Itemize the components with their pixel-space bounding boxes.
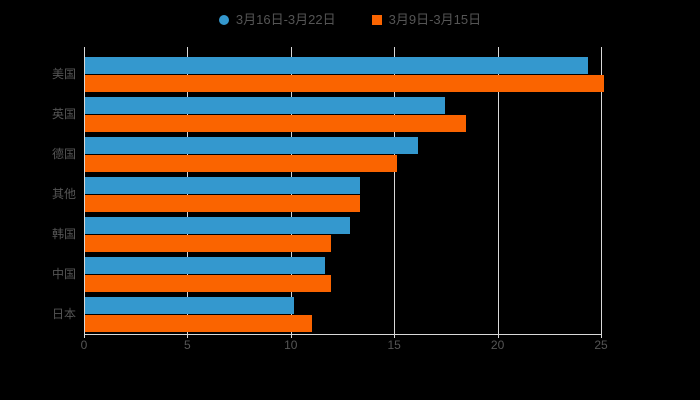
x-tick-label: 0: [80, 338, 88, 352]
chart-legend: 3月16日-3月22日 3月9日-3月15日: [0, 8, 700, 32]
x-tick-mark: [394, 334, 396, 338]
x-tick-label: 5: [184, 338, 191, 352]
bar[interactable]: [85, 57, 588, 74]
category-label: 德国: [51, 147, 76, 161]
bar[interactable]: [85, 97, 445, 114]
legend-item-series-1[interactable]: 3月9日-3月15日: [371, 12, 482, 27]
x-tick-label: 25: [594, 338, 608, 352]
x-tick-label: 20: [490, 338, 505, 352]
legend-marker-square-icon: [371, 15, 382, 25]
legend-label-series-0: 3月16日-3月22日: [235, 12, 336, 27]
category-label: 英国: [51, 107, 76, 121]
gridline: [497, 47, 499, 334]
x-tick-label: 15: [387, 338, 401, 352]
bar[interactable]: [85, 115, 466, 132]
bar[interactable]: [85, 257, 325, 274]
bar[interactable]: [85, 275, 332, 292]
x-tick-label: 10: [284, 338, 298, 352]
x-tick-mark: [290, 334, 292, 338]
category-label: 中国: [51, 267, 76, 281]
gridline: [394, 47, 396, 334]
legend-marker-circle-icon: [218, 15, 229, 25]
bar[interactable]: [85, 297, 294, 314]
x-tick-mark: [497, 334, 499, 338]
bar[interactable]: [85, 217, 350, 234]
x-axis-line: [84, 334, 602, 335]
category-label: 日本: [51, 307, 76, 321]
category-label: 美国: [51, 67, 76, 81]
bar[interactable]: [85, 315, 313, 332]
bar[interactable]: [85, 195, 361, 212]
bar[interactable]: [85, 137, 418, 154]
gridline: [84, 47, 85, 334]
bar[interactable]: [85, 235, 332, 252]
gridline: [601, 47, 602, 334]
legend-item-series-0[interactable]: 3月16日-3月22日: [218, 12, 336, 27]
plot-area: [84, 47, 605, 334]
category-label: 韩国: [51, 227, 76, 241]
x-tick-mark: [187, 334, 189, 338]
x-tick-mark: [84, 334, 85, 338]
bar[interactable]: [85, 155, 398, 172]
category-label: 其他: [51, 187, 76, 201]
bar[interactable]: [85, 75, 605, 92]
legend-label-series-1: 3月9日-3月15日: [388, 12, 482, 27]
x-tick-mark: [601, 334, 602, 338]
bar[interactable]: [85, 177, 361, 194]
